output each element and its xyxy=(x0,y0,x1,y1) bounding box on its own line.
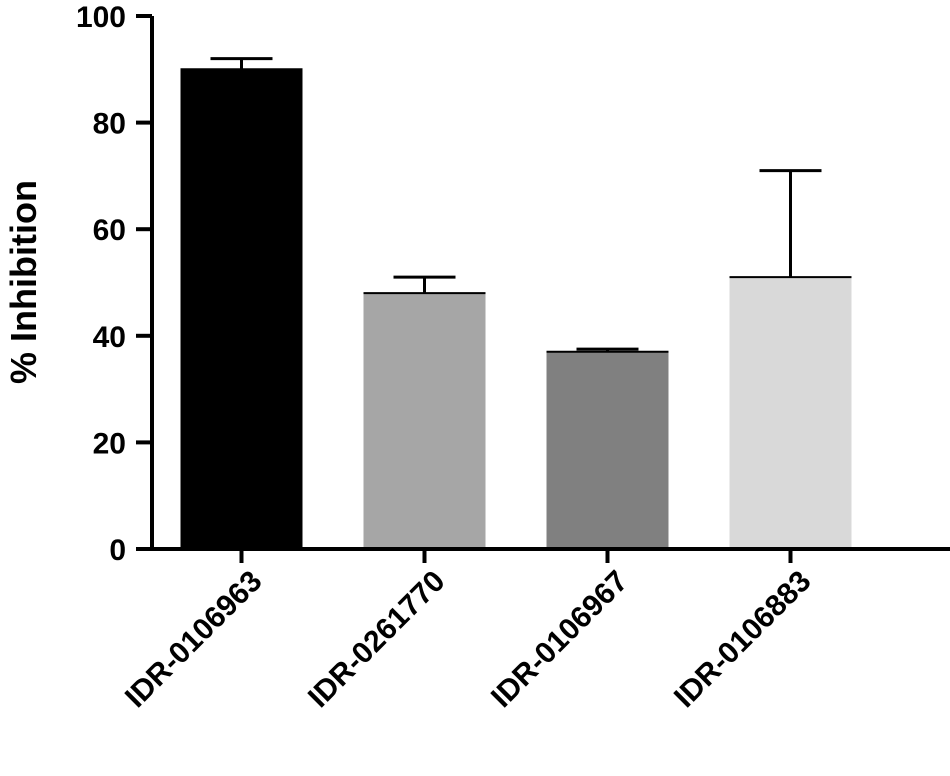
bar-IDR-0106883 xyxy=(729,277,852,549)
x-ticks-group: IDR-0106963 IDR-0261770 IDR-0106967 IDR-010… xyxy=(119,549,818,715)
x-tick-label-IDR-0106963: IDR-0106963 xyxy=(119,565,269,715)
y-ticks-group: 0 20 40 60 80 100 xyxy=(76,1,152,567)
y-tick-label-0: 0 xyxy=(109,534,126,567)
y-axis-title: % Inhibition xyxy=(3,180,44,384)
y-tick-label-60: 60 xyxy=(93,214,126,247)
bar-IDR-0106967 xyxy=(546,351,669,549)
x-tick-label-IDR-0106883: IDR-0106883 xyxy=(668,565,818,715)
y-tick-label-100: 100 xyxy=(76,1,126,34)
y-tick-label-20: 20 xyxy=(93,427,126,460)
x-tick-label-IDR-0261770: IDR-0261770 xyxy=(302,565,452,715)
error-bars-group xyxy=(180,57,852,353)
bars-group xyxy=(180,69,852,550)
x-tick-label-IDR-0106967: IDR-0106967 xyxy=(485,565,635,715)
y-tick-label-40: 40 xyxy=(93,321,126,354)
bar-IDR-0261770 xyxy=(363,293,486,549)
bar-IDR-0106963 xyxy=(180,69,303,550)
y-tick-label-80: 80 xyxy=(93,108,126,141)
